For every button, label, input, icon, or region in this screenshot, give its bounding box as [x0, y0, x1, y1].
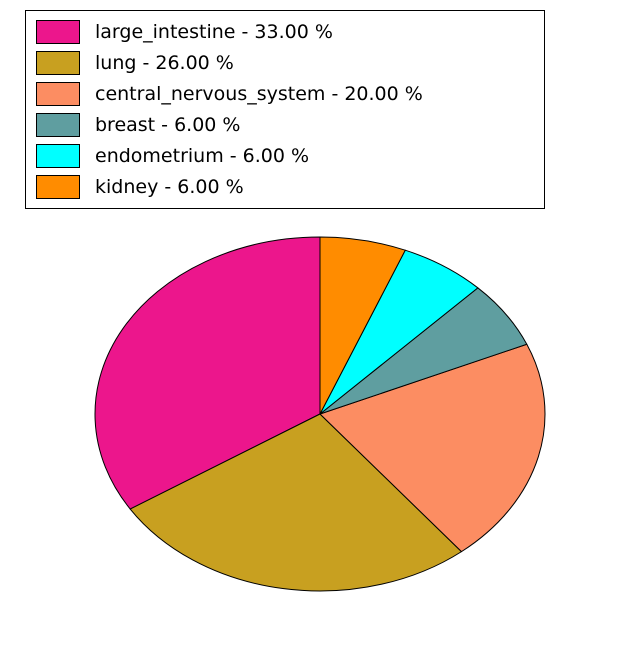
legend: large_intestine - 33.00 % lung - 26.00 % c…: [25, 10, 545, 209]
legend-row-central_nervous_system: central_nervous_system - 20.00 %: [36, 82, 532, 106]
legend-swatch-large_intestine: [36, 20, 80, 44]
legend-swatch-lung: [36, 51, 80, 75]
legend-label-large_intestine: large_intestine - 33.00 %: [95, 20, 333, 43]
legend-swatch-kidney: [36, 175, 80, 199]
legend-row-lung: lung - 26.00 %: [36, 51, 532, 75]
legend-swatch-endometrium: [36, 144, 80, 168]
legend-label-central_nervous_system: central_nervous_system - 20.00 %: [95, 82, 423, 105]
legend-label-lung: lung - 26.00 %: [95, 51, 234, 74]
legend-swatch-breast: [36, 113, 80, 137]
pie-slice-kidney: [319, 236, 406, 415]
legend-row-breast: breast - 6.00 %: [36, 113, 532, 137]
legend-swatch-central_nervous_system: [36, 82, 80, 106]
pie-slice-lung: [129, 413, 462, 592]
pie-slice-central_nervous_system: [319, 343, 546, 553]
legend-row-kidney: kidney - 6.00 %: [36, 175, 532, 199]
legend-row-large_intestine: large_intestine - 33.00 %: [36, 20, 532, 44]
legend-label-kidney: kidney - 6.00 %: [95, 175, 244, 198]
legend-row-endometrium: endometrium - 6.00 %: [36, 144, 532, 168]
pie-slice-large_intestine: [94, 236, 321, 510]
legend-label-breast: breast - 6.00 %: [95, 113, 241, 136]
legend-label-endometrium: endometrium - 6.00 %: [95, 144, 310, 167]
